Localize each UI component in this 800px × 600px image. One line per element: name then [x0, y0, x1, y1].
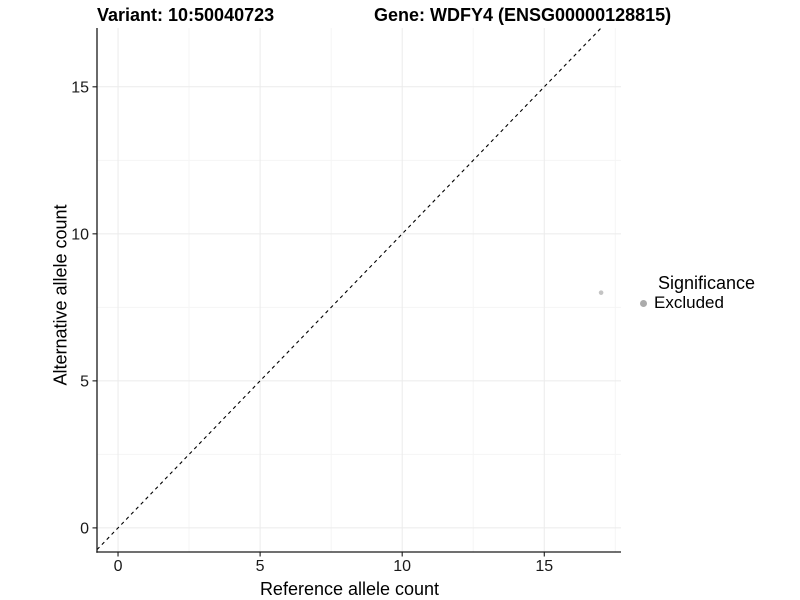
x-tick-label: 5	[256, 558, 265, 575]
data-point	[598, 290, 604, 295]
legend-title: Significance	[658, 273, 756, 293]
y-tick-label: 5	[80, 373, 89, 390]
legend-entry-label: Excluded	[654, 293, 724, 312]
x-tick-label: 15	[535, 558, 553, 575]
x-axis-label: Reference allele count	[259, 579, 440, 599]
legend: Significance Excluded	[635, 274, 800, 312]
y-tick-label: 0	[80, 520, 89, 537]
y-axis-label: Alternative allele count	[50, 204, 71, 386]
y-tick-label: 10	[71, 226, 89, 243]
legend-entry-excluded: Excluded	[635, 294, 800, 312]
x-tick-label: 10	[393, 558, 411, 575]
x-tick-label: 0	[114, 558, 123, 575]
excluded-point-icon	[639, 299, 647, 307]
variant-title: Variant: 10:50040723	[97, 5, 275, 25]
legend-key-box	[635, 295, 651, 311]
y-tick-label: 15	[71, 79, 89, 96]
gene-title: Gene: WDFY4 (ENSG00000128815)	[374, 5, 672, 25]
identity-line	[96, 27, 602, 551]
